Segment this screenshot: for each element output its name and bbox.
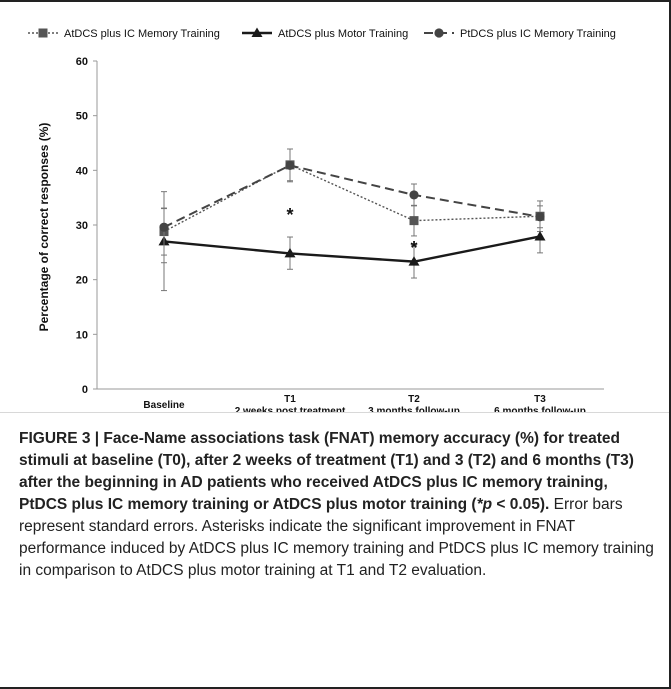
x-tick-label: T1: [284, 394, 296, 405]
caption-divider: [0, 412, 669, 413]
y-tick-label: 40: [76, 165, 88, 177]
series-triangle: [158, 208, 546, 292]
y-tick-label: 30: [76, 220, 88, 232]
y-tick-label: 50: [76, 111, 88, 123]
legend-item: PtDCS plus IC Memory Training: [424, 28, 616, 40]
x-tick-label: T2: [408, 394, 420, 405]
y-tick-label: 10: [76, 329, 88, 341]
legend-item: AtDCS plus IC Memory Training: [28, 28, 220, 40]
series-line: [163, 235, 541, 263]
significance-asterisk: *: [410, 238, 417, 258]
y-tick-label: 60: [76, 56, 88, 68]
legend-label: PtDCS plus IC Memory Training: [460, 28, 616, 40]
data-point-circle: [535, 212, 545, 222]
significance-asterisk: *: [286, 205, 293, 225]
y-axis-title: Percentage of correct responses (%): [37, 123, 51, 332]
figure-caption: FIGURE 3 | Face-Name associations task (…: [19, 428, 657, 582]
legend-marker-triangle: [251, 27, 263, 37]
series-circle: [159, 148, 545, 264]
x-tick-label: 2 weeks post treatment: [235, 406, 346, 412]
x-tick-label: 6 months follow-up: [494, 406, 586, 412]
x-tick-label: T3: [534, 394, 546, 405]
legend-label: AtDCS plus Motor Training: [278, 28, 408, 40]
chart-legend: AtDCS plus IC Memory Training AtDCS plus …: [28, 27, 616, 40]
data-point-triangle: [284, 247, 296, 258]
legend-marker-square: [38, 28, 48, 38]
line-chart: AtDCS plus IC Memory Training AtDCS plus …: [28, 27, 616, 412]
data-point-square: [409, 216, 419, 226]
caption-p-symbol: *p: [476, 496, 493, 513]
data-point-circle: [409, 190, 419, 200]
data-point-circle: [285, 160, 295, 171]
figure-top-border: [0, 0, 669, 2]
legend-label: AtDCS plus IC Memory Training: [64, 28, 220, 40]
legend-marker-circle: [434, 28, 444, 38]
data-point-circle: [159, 222, 169, 232]
y-tick-label: 20: [76, 275, 88, 287]
x-tick-label: 3 months follow-up: [368, 406, 460, 412]
caption-body: Error bars represent standard errors. As…: [19, 496, 654, 579]
caption-title: FIGURE 3 | Face-Name associations task (…: [19, 430, 634, 513]
data-point-triangle: [408, 256, 420, 266]
series-line: [163, 164, 541, 233]
chart-plot-area: **: [158, 148, 546, 292]
caption-p-threshold: < 0.05).: [492, 496, 550, 513]
series-line: [163, 164, 541, 229]
data-point-triangle: [534, 230, 546, 241]
chart-axes: 0 10 20 30 40 50 60 Percentage of correct respo…: [37, 56, 604, 412]
legend-item: AtDCS plus Motor Training: [242, 27, 408, 40]
x-tick-label: Baseline: [143, 400, 185, 411]
y-tick-label: 0: [82, 384, 88, 396]
